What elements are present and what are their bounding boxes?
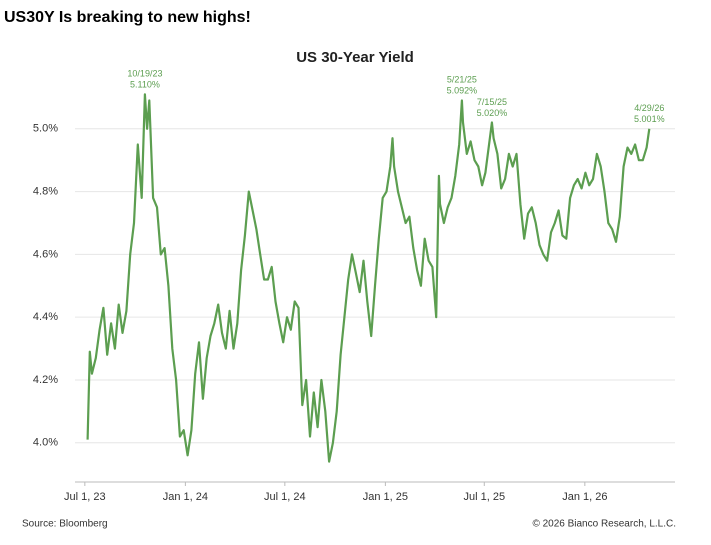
annotation-date: 7/15/25	[477, 97, 507, 107]
yield-line	[86, 93, 651, 463]
annotation-value: 5.020%	[477, 108, 508, 118]
annotation-value: 5.092%	[447, 85, 478, 95]
annotation-date: 5/21/25	[447, 74, 477, 84]
x-tick-label: Jan 1, 26	[562, 491, 607, 503]
x-tick-label: Jan 1, 25	[363, 491, 408, 503]
annotation-date: 10/19/23	[127, 69, 162, 79]
y-tick-label: 4.4%	[33, 311, 58, 323]
x-tick-label: Jan 1, 24	[163, 491, 208, 503]
y-tick-label: 4.8%	[33, 185, 58, 197]
y-tick-label: 4.2%	[33, 374, 58, 386]
x-tick-label: Jul 1, 25	[463, 491, 505, 503]
y-tick-label: 4.0%	[33, 437, 58, 449]
annotation-value: 5.110%	[130, 80, 160, 90]
y-tick-label: 5.0%	[33, 123, 58, 135]
x-tick-label: Jul 1, 23	[64, 491, 106, 503]
source: Source: Bloomberg	[22, 519, 108, 530]
chart-title: US 30-Year Yield	[296, 49, 414, 66]
annotation-date: 4/29/26	[634, 103, 664, 113]
y-tick-label: 4.6%	[33, 248, 58, 260]
x-tick-label: Jul 1, 24	[264, 491, 306, 503]
headline: US30Y Is breaking to new highs!	[4, 9, 251, 26]
annotation-value: 5.001%	[634, 114, 665, 124]
copyright: © 2026 Bianco Research, L.L.C.	[532, 519, 676, 530]
